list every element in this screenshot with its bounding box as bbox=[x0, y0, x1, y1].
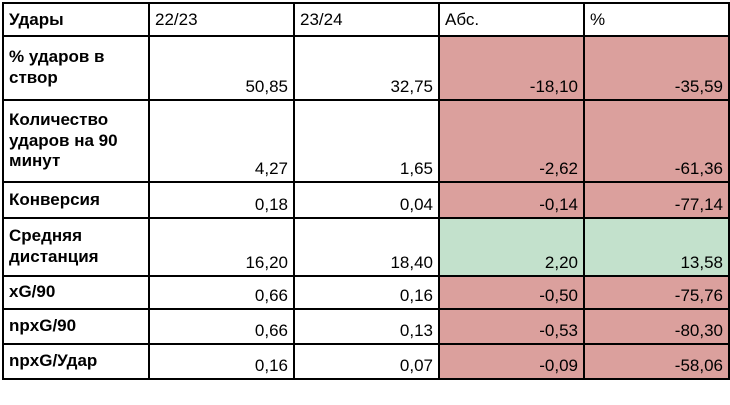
value-pct-change: 13,58 bbox=[583, 217, 730, 277]
value-pct-change: -35,59 bbox=[583, 35, 730, 101]
value-prev-season: 0,18 bbox=[148, 181, 295, 219]
header-pct-change: % bbox=[583, 2, 730, 37]
table-row: Количество ударов на 90 минут 4,27 1,65 … bbox=[2, 99, 730, 183]
table-header: Удары 22/23 23/24 Абс. % bbox=[2, 2, 730, 37]
metric-label: Количество ударов на 90 минут bbox=[2, 99, 150, 183]
header-abs-change: Абс. bbox=[438, 2, 585, 37]
value-curr-season: 1,65 bbox=[293, 99, 440, 183]
value-pct-change: -75,76 bbox=[583, 275, 730, 310]
value-abs-change: -0,50 bbox=[438, 275, 585, 310]
value-prev-season: 0,66 bbox=[148, 275, 295, 310]
header-season-curr: 23/24 bbox=[293, 2, 440, 37]
value-prev-season: 16,20 bbox=[148, 217, 295, 277]
value-curr-season: 0,07 bbox=[293, 343, 440, 380]
table-row: Средняя дистанция 16,20 18,40 2,20 13,58 bbox=[2, 217, 730, 277]
value-abs-change: -2,62 bbox=[438, 99, 585, 183]
value-pct-change: -58,06 bbox=[583, 343, 730, 380]
metric-label: Средняя дистанция bbox=[2, 217, 150, 277]
value-curr-season: 0,04 bbox=[293, 181, 440, 219]
shots-stats-table: Удары 22/23 23/24 Абс. % % ударов в ство… bbox=[2, 2, 730, 380]
value-curr-season: 0,16 bbox=[293, 275, 440, 310]
stats-table-body: % ударов в створ 50,85 32,75 -18,10 -35,… bbox=[2, 35, 730, 380]
value-pct-change: -61,36 bbox=[583, 99, 730, 183]
value-abs-change: -18,10 bbox=[438, 35, 585, 101]
value-pct-change: -77,14 bbox=[583, 181, 730, 219]
value-curr-season: 0,13 bbox=[293, 308, 440, 345]
value-prev-season: 0,16 bbox=[148, 343, 295, 380]
table-row: npxG/Удар 0,16 0,07 -0,09 -58,06 bbox=[2, 343, 730, 380]
metric-label: npxG/Удар bbox=[2, 343, 150, 380]
metric-label: Конверсия bbox=[2, 181, 150, 219]
value-prev-season: 4,27 bbox=[148, 99, 295, 183]
header-metric: Удары bbox=[2, 2, 150, 37]
table-row: Конверсия 0,18 0,04 -0,14 -77,14 bbox=[2, 181, 730, 219]
header-row: Удары 22/23 23/24 Абс. % bbox=[2, 2, 730, 37]
value-prev-season: 0,66 bbox=[148, 308, 295, 345]
value-abs-change: 2,20 bbox=[438, 217, 585, 277]
value-abs-change: -0,53 bbox=[438, 308, 585, 345]
metric-label: xG/90 bbox=[2, 275, 150, 310]
table-row: xG/90 0,66 0,16 -0,50 -75,76 bbox=[2, 275, 730, 310]
value-abs-change: -0,14 bbox=[438, 181, 585, 219]
value-curr-season: 18,40 bbox=[293, 217, 440, 277]
value-abs-change: -0,09 bbox=[438, 343, 585, 380]
metric-label: % ударов в створ bbox=[2, 35, 150, 101]
value-prev-season: 50,85 bbox=[148, 35, 295, 101]
value-pct-change: -80,30 bbox=[583, 308, 730, 345]
table-row: npxG/90 0,66 0,13 -0,53 -80,30 bbox=[2, 308, 730, 345]
table-row: % ударов в створ 50,85 32,75 -18,10 -35,… bbox=[2, 35, 730, 101]
value-curr-season: 32,75 bbox=[293, 35, 440, 101]
header-season-prev: 22/23 bbox=[148, 2, 295, 37]
metric-label: npxG/90 bbox=[2, 308, 150, 345]
